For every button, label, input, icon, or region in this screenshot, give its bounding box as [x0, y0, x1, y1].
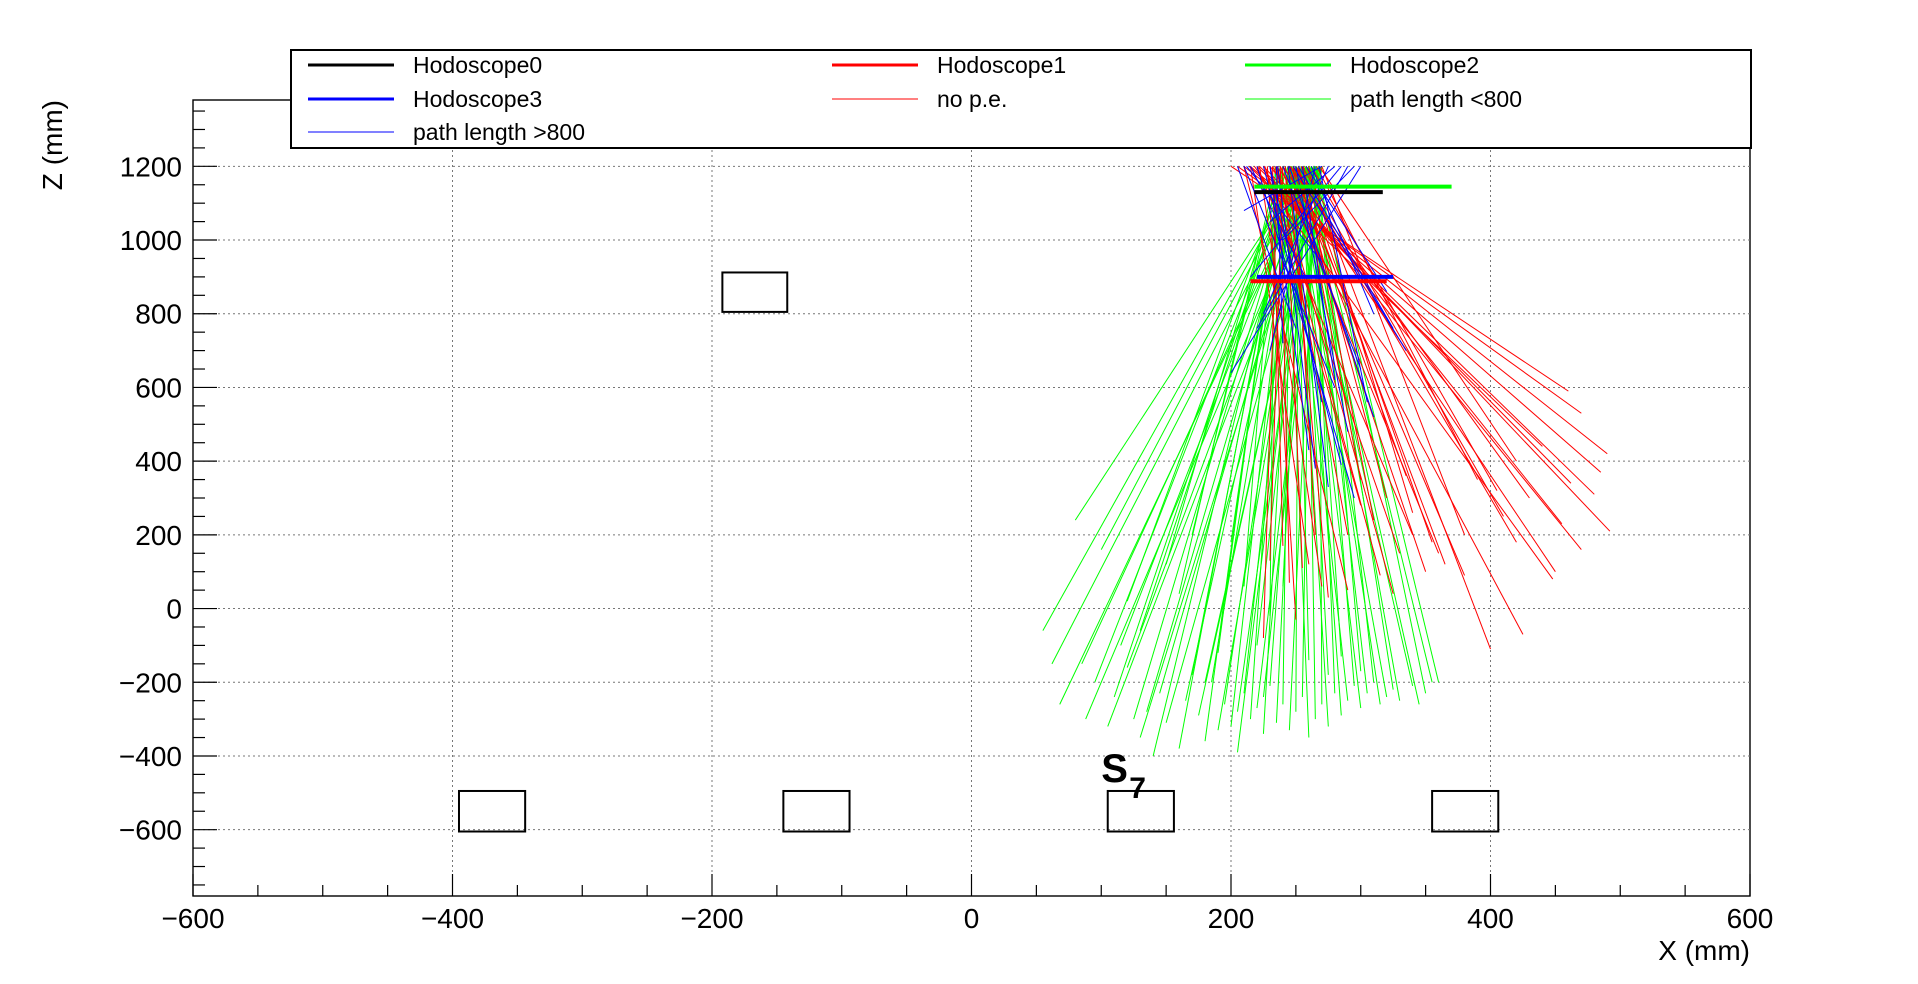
track-line: [1269, 166, 1316, 351]
track-line: [1236, 166, 1315, 712]
track-line: [1300, 166, 1433, 543]
track-line: [1259, 165, 1572, 484]
y-tick-label: 1000: [120, 225, 182, 256]
y-tick-label: −200: [119, 667, 182, 698]
x-tick-label: −400: [421, 903, 484, 934]
track-line: [1191, 166, 1292, 675]
track-line: [1275, 166, 1284, 344]
track-line: [1295, 166, 1517, 543]
y-axis-title: Z (mm): [37, 100, 68, 190]
track-line: [1305, 166, 1491, 650]
track-line: [1256, 166, 1355, 499]
detector-box: [1106, 789, 1175, 833]
track-line: [1253, 166, 1554, 580]
track-line: [1288, 166, 1530, 499]
y-tick-label: 1200: [120, 151, 182, 182]
track-line: [1263, 165, 1611, 532]
track-line: [1279, 166, 1440, 554]
y-tick-label: −400: [119, 741, 182, 772]
track-line: [1282, 166, 1305, 587]
track-line: [1300, 166, 1342, 716]
x-tick-label: 0: [964, 903, 980, 934]
x-tick-label: 400: [1467, 903, 1514, 934]
x-tick-label: 600: [1727, 903, 1774, 934]
track-line: [1321, 166, 1466, 536]
tick-labels: −600 −400 −200 0 200 400 600 −600 −400 −200 0 200 40…: [119, 151, 1773, 934]
track-line: [1277, 166, 1349, 535]
track-line: [1297, 166, 1362, 480]
track-line: [1230, 166, 1362, 373]
track-line: [1300, 166, 1329, 675]
annotation-text: S: [1101, 747, 1128, 791]
track-line: [1269, 166, 1310, 451]
tracks: [1042, 165, 1611, 757]
track-line: [1237, 166, 1297, 329]
track-line: [1277, 166, 1316, 469]
track-line: [1272, 166, 1284, 546]
track-line: [1316, 166, 1478, 480]
track-line: [1288, 166, 1375, 418]
hodoscope-bars: [1250, 184, 1452, 284]
track-line: [1274, 166, 1394, 594]
axis-ticks: [192, 110, 1751, 896]
grid: [193, 100, 1750, 896]
track-line: [1204, 166, 1320, 683]
track-line: [1290, 166, 1466, 576]
track-line: [1290, 166, 1388, 698]
track-line: [1318, 166, 1517, 462]
y-tick-label: 0: [166, 594, 182, 625]
track-line: [1224, 166, 1307, 705]
y-tick-label: 200: [135, 520, 182, 551]
track-line: [1246, 166, 1323, 263]
y-tick-label: −600: [119, 815, 182, 846]
track-line: [1094, 166, 1297, 683]
detector-box: [1431, 789, 1500, 833]
x-tick-label: −200: [680, 903, 743, 934]
track-line: [1256, 166, 1414, 536]
track-line: [1311, 166, 1498, 491]
track-line: [1139, 166, 1318, 738]
y-tick-label: 400: [135, 446, 182, 477]
track-line: [1287, 166, 1329, 488]
legend-label: Hodoscope0: [413, 52, 542, 78]
detector-boxes: [457, 271, 1500, 833]
legend-label: no p.e.: [937, 86, 1007, 112]
detector-box: [782, 789, 851, 833]
legend-label: Hodoscope2: [1350, 52, 1479, 78]
y-tick-label: 600: [135, 372, 182, 403]
x-tick-label: 200: [1208, 903, 1255, 934]
legend-label: path length <800: [1350, 86, 1522, 112]
y-tick-label: 800: [135, 299, 182, 330]
annotation-subscript: 7: [1129, 772, 1146, 805]
track-line: [1185, 166, 1305, 701]
legend-label: Hodoscope3: [413, 86, 542, 112]
legend: Hodoscope0 Hodoscope1 Hodoscope2 Hodoscope3…: [290, 49, 1752, 149]
legend-label: Hodoscope1: [937, 52, 1066, 78]
track-line: [1126, 166, 1289, 602]
track-line: [1292, 166, 1316, 535]
track-line: [1292, 166, 1407, 351]
track-line: [1256, 166, 1323, 709]
legend-label: path length >800: [413, 119, 585, 145]
detector-box: [457, 789, 527, 833]
track-line: [1262, 166, 1279, 639]
track-line: [1259, 166, 1323, 587]
track-line: [1266, 166, 1297, 620]
detector-box: [721, 271, 789, 313]
track-line: [1301, 166, 1504, 517]
track-line: [1301, 166, 1336, 381]
x-tick-label: −600: [161, 903, 224, 934]
annotation-label: S 7: [1101, 747, 1146, 805]
track-line: [1287, 166, 1427, 572]
track-line: [1248, 165, 1543, 447]
legend-box: [290, 49, 1752, 149]
track-line: [1262, 166, 1323, 698]
track-line: [1318, 166, 1368, 403]
track-line: [1284, 166, 1303, 569]
x-axis-title: X (mm): [1658, 935, 1750, 966]
